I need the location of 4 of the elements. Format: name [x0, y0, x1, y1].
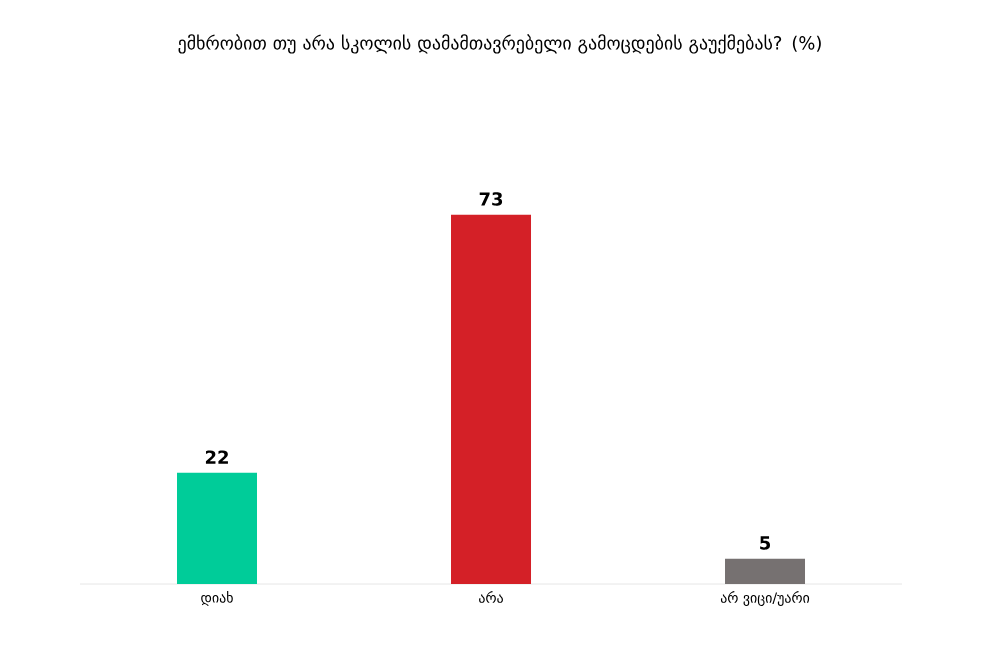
chart-title: ემხრობით თუ არა სკოლის დამამთავრებელი გამოცდების გაუქმებას? (%) [178, 34, 821, 54]
data-label: 73 [479, 192, 503, 206]
data-label: 5 [760, 536, 770, 550]
data-label: 22 [205, 450, 228, 464]
